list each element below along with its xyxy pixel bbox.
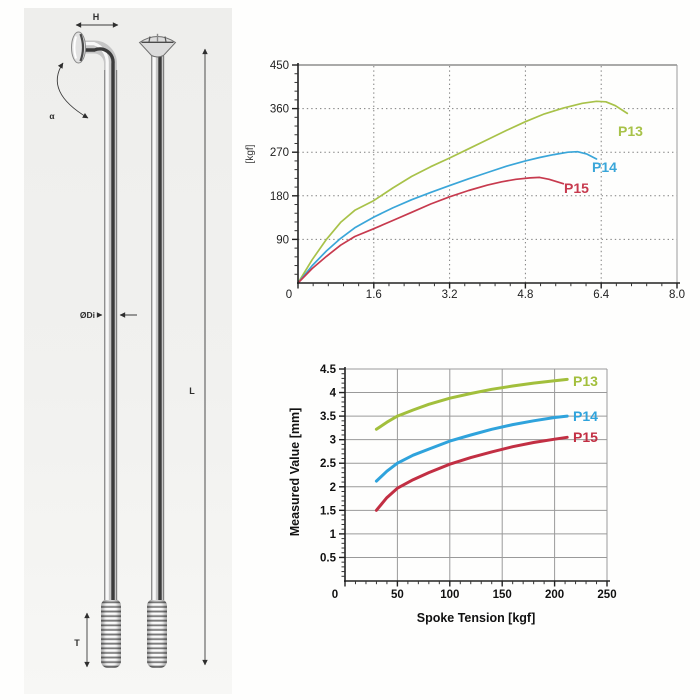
spoke-thread-left [101, 599, 121, 668]
x-tick-label-200: 200 [545, 589, 564, 601]
spoke-thread-right [147, 599, 167, 668]
y-tick-label-2: 2 [330, 482, 336, 494]
spoke-straight [138, 33, 177, 600]
series-curve-P13 [374, 377, 569, 431]
label-diameter: ØDi [80, 310, 95, 320]
jbend-highlight [84, 42, 109, 600]
x-tick-label-3.2: 3.2 [442, 289, 458, 301]
y-axis-title: [kgf] [245, 144, 256, 163]
jbend-shadow-stripe [84, 47, 115, 600]
dimension-labels: H α ØDi L T [49, 12, 195, 648]
spoke-jbend [71, 31, 118, 600]
series-curve-P13 [297, 100, 629, 284]
series-label-P14: P14 [573, 408, 598, 424]
measured-value-chart-svg: P13 P14 P15 0 50 100 150 200 250 0.5 1 1.5 2 2.5 3 3.5 4… [288, 364, 617, 625]
x-axis-title: Spoke Tension [kgf] [417, 611, 536, 625]
x-tick-label-0: 0 [332, 589, 338, 601]
y-tick-label-4: 4 [330, 388, 337, 400]
x-tick-label-100: 100 [440, 589, 459, 601]
y-tick-label-3.5: 3.5 [320, 411, 337, 423]
y-tick-label-1: 1 [330, 529, 337, 541]
x-tick-label-1.6: 1.6 [366, 289, 382, 301]
x-tick-label-50: 50 [391, 589, 404, 601]
y-tick-label-4.5: 4.5 [320, 364, 337, 376]
head-streak-right [164, 36, 167, 43]
label-length: L [189, 386, 195, 396]
series-label-P15: P15 [573, 429, 598, 445]
y-tick-label-1.5: 1.5 [320, 505, 337, 517]
x-tick-label-6.4: 6.4 [593, 289, 610, 301]
jbend-head-shade [79, 33, 85, 62]
spoke-diagram: H α ØDi L T [49, 12, 208, 668]
x-tick-label-150: 150 [493, 589, 512, 601]
dim-bend-angle-arc [56, 62, 89, 119]
x-tick-label-8: 8.0 [669, 289, 685, 301]
y-tick-label-360: 360 [270, 104, 289, 116]
x-tick-label-0: 0 [286, 289, 292, 301]
jbend-head-highlight [73, 36, 77, 59]
y-tick-label-90: 90 [276, 234, 289, 246]
label-bend-angle: α [49, 111, 55, 121]
y-tick-label-180: 180 [270, 191, 289, 203]
x-tick-label-4.8: 4.8 [517, 289, 533, 301]
y-axis-title: Measured Value [mm] [288, 408, 302, 537]
label-head-width: H [93, 12, 100, 22]
spoke-drawing-panel [24, 8, 232, 694]
tension-curve-chart: P13 P14 P15 0 1.6 3.2 4.8 6.4 8.0 90 180 270 360 450 [… [240, 42, 700, 310]
y-tick-label-0.5: 0.5 [320, 552, 337, 564]
y-tick-label-270: 270 [270, 147, 289, 159]
dimension-lines [56, 22, 208, 668]
series-curve-P14 [297, 150, 598, 284]
series-label-P15: P15 [564, 180, 589, 196]
series-curve-P15 [374, 435, 569, 512]
label-thread: T [74, 638, 80, 648]
y-tick-label-450: 450 [270, 60, 289, 72]
head-streak-left [148, 36, 151, 43]
series-label-P13: P13 [618, 123, 643, 139]
x-tick-label-250: 250 [597, 589, 616, 601]
measured-value-chart: P13 P14 P15 0 50 100 150 200 250 0.5 1 1.5 2 2.5 3 3.5 4… [285, 350, 685, 650]
series-curve-P14 [374, 414, 569, 483]
y-tick-label-3: 3 [330, 435, 336, 447]
y-tick-label-2.5: 2.5 [320, 458, 337, 470]
series-label-P13: P13 [573, 373, 598, 389]
series-curve-P15 [297, 176, 565, 284]
series-label-P14: P14 [592, 159, 617, 175]
